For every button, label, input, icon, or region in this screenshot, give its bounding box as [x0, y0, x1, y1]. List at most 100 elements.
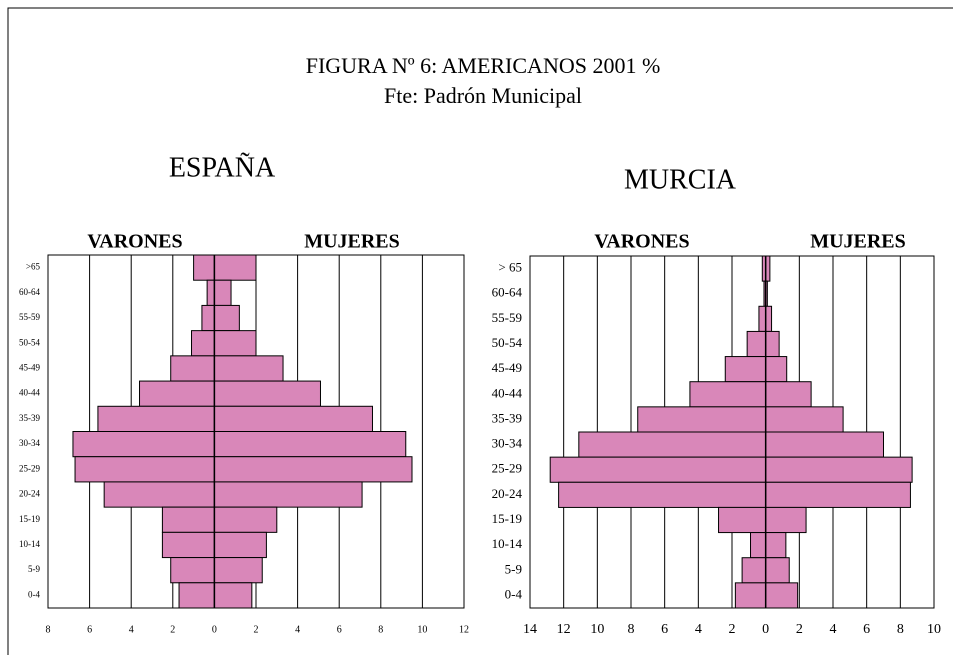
bar	[178, 582, 215, 609]
y-tick-label: 45-49	[492, 360, 522, 375]
legend-label: MUJERES	[304, 231, 400, 253]
bar	[191, 330, 215, 357]
x-tick-label: 2	[254, 624, 259, 635]
x-tick-label: 2	[796, 622, 803, 637]
bar	[765, 431, 885, 458]
y-tick-label: 0-4	[505, 586, 523, 601]
bar	[765, 356, 788, 383]
y-tick-label: 0-4	[28, 589, 40, 599]
x-tick-label: 8	[378, 624, 383, 635]
bar	[213, 456, 413, 483]
bar	[724, 356, 767, 383]
x-tick-label: 4	[295, 624, 300, 635]
y-tick-label: 60-64	[492, 285, 523, 300]
bar	[758, 305, 767, 332]
y-tick-label: 20-24	[19, 489, 40, 499]
bar	[213, 380, 321, 407]
bar	[213, 531, 267, 559]
y-tick-label: 5-9	[505, 561, 522, 576]
bar	[213, 506, 278, 533]
bar	[103, 481, 215, 508]
x-tick-label: 6	[87, 624, 92, 635]
bar	[213, 405, 373, 432]
y-tick-label: 30-34	[492, 436, 523, 451]
bar	[213, 304, 240, 332]
chart-subtitle: Fte: Padrón Municipal	[384, 83, 582, 108]
x-tick-label: 4	[695, 622, 702, 637]
bar	[765, 506, 807, 534]
y-tick-label: 40-44	[19, 388, 40, 398]
x-tick-label: 12	[459, 624, 469, 635]
bar	[201, 304, 215, 332]
x-tick-label: 10	[590, 622, 604, 637]
bar	[97, 405, 215, 432]
x-tick-label: 2	[170, 624, 175, 635]
bar	[213, 355, 284, 382]
frame	[7, 7, 953, 655]
y-tick-label: 35-39	[19, 413, 40, 423]
x-tick-label: 14	[523, 622, 537, 637]
y-tick-label: 15-19	[492, 511, 522, 526]
x-tick-label: 10	[417, 624, 427, 635]
y-tick-label: 60-64	[19, 287, 40, 297]
bar	[765, 481, 911, 508]
x-tick-label: 0	[762, 622, 769, 637]
y-tick-label: 10-14	[492, 536, 523, 551]
bar	[765, 406, 844, 433]
bar	[139, 380, 215, 407]
bar	[718, 506, 767, 534]
x-tick-label: 8	[628, 622, 635, 637]
y-tick-label: 30-34	[19, 438, 40, 448]
y-tick-label: 20-24	[492, 486, 523, 501]
bar	[734, 582, 767, 609]
x-tick-label: 2	[729, 622, 736, 637]
bar	[765, 330, 780, 358]
y-tick-label: >65	[26, 262, 41, 272]
x-tick-label: 4	[129, 624, 134, 635]
y-tick-label: 40-44	[492, 385, 523, 400]
x-tick-label: 10	[927, 622, 941, 637]
bar	[193, 254, 215, 281]
x-tick-label: 6	[337, 624, 342, 635]
bar	[765, 532, 787, 559]
bar	[213, 330, 257, 357]
bar	[549, 456, 767, 483]
legend-label: VARONES	[87, 231, 182, 253]
bar	[170, 557, 215, 584]
y-tick-label: 25-29	[492, 461, 522, 476]
bar	[578, 431, 767, 458]
bar	[213, 557, 263, 584]
bar	[765, 381, 812, 408]
bar	[765, 582, 799, 609]
x-tick-label: 8	[46, 624, 51, 635]
bar	[206, 279, 215, 306]
bar	[213, 431, 407, 458]
bar	[161, 506, 215, 533]
bar	[213, 582, 253, 609]
bar	[765, 305, 773, 332]
x-tick-label: 4	[830, 622, 837, 637]
y-tick-label: 55-59	[492, 310, 522, 325]
y-tick-label: 10-14	[19, 539, 40, 549]
x-tick-label: 0	[212, 624, 217, 635]
x-tick-label: 12	[557, 622, 571, 637]
bar	[741, 557, 767, 584]
bar	[765, 557, 790, 584]
y-tick-label: 35-39	[492, 410, 522, 425]
y-tick-label: 50-54	[19, 337, 40, 347]
panel-title: ESPAÑA	[169, 152, 276, 183]
x-tick-label: 8	[897, 622, 904, 637]
bar	[161, 531, 215, 559]
y-tick-label: 15-19	[19, 514, 40, 524]
y-tick-label: 25-29	[19, 463, 40, 473]
bar	[213, 279, 232, 306]
bar	[765, 456, 913, 483]
y-tick-label: 55-59	[19, 312, 40, 322]
bar	[746, 330, 767, 358]
bar	[213, 481, 363, 508]
legend-label: VARONES	[594, 231, 689, 253]
bar	[558, 481, 767, 508]
bar	[213, 254, 257, 281]
x-tick-label: 6	[661, 622, 668, 637]
